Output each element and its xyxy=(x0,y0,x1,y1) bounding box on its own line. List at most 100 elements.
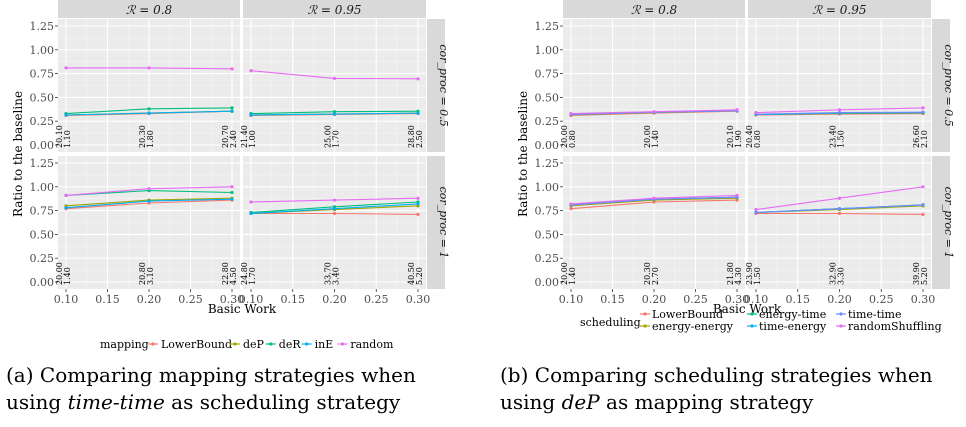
x-tick-label: 0.25 xyxy=(683,293,708,306)
y-tick-label: 1.25 xyxy=(535,157,560,170)
caption-b: (b) Comparing scheduling strategies when… xyxy=(500,363,933,414)
row-strip xyxy=(427,19,445,152)
point-annotation: 3.30 xyxy=(837,267,846,285)
data-point-time-time xyxy=(754,210,758,215)
legend-label: deR xyxy=(279,338,302,351)
legend-label: energy-energy xyxy=(652,320,734,333)
col-strip xyxy=(563,0,745,18)
x-tick-label: 0.15 xyxy=(281,293,306,306)
point-annotation: 1.50 xyxy=(837,130,846,148)
col-strip xyxy=(748,0,931,18)
y-tick-label: 0.75 xyxy=(30,68,55,81)
y-tick-label: 0.00 xyxy=(535,139,560,152)
point-annotation: 1.80 xyxy=(146,130,155,148)
y-tick-label: 0.25 xyxy=(30,115,55,128)
x-tick-label: 0.10 xyxy=(239,293,264,306)
data-point-randomShuffling xyxy=(921,106,925,110)
x-tick-label: 0.10 xyxy=(54,293,79,306)
x-tick-label: 0.25 xyxy=(364,293,389,306)
row-strip-label: cor_proc = 1 xyxy=(437,187,450,259)
legend-title: scheduling xyxy=(580,316,641,329)
x-tick-label: 0.25 xyxy=(178,293,203,306)
data-point-randomShuffling xyxy=(735,108,739,112)
data-point-time-time xyxy=(837,111,842,115)
data-point-inE xyxy=(230,109,234,113)
point-annotation: 5.20 xyxy=(920,267,929,285)
point-annotation: 23.40 xyxy=(829,125,838,148)
point-annotation: 2.10 xyxy=(920,130,929,148)
point-annotation: 33.70 xyxy=(324,262,333,285)
legend-key-point xyxy=(233,342,237,346)
y-tick-label: 1.00 xyxy=(30,181,55,194)
y-axis-title: Ratio to the baseline xyxy=(11,91,25,217)
row-strip xyxy=(932,156,950,289)
data-point-inE xyxy=(249,211,253,216)
data-point-inE xyxy=(249,113,253,117)
data-point-randomShuffling xyxy=(652,196,656,200)
point-annotation: 20.10 xyxy=(55,125,64,148)
chart-b: ℛ = 0.8 ℛ = 0.95 cor_proc = 0.5 cor_proc = … xyxy=(516,0,955,333)
x-tick-label: 0.20 xyxy=(827,293,852,306)
legend-label: inE xyxy=(315,338,334,351)
legend-label: energy-time xyxy=(759,308,826,321)
y-tick-label: 1.25 xyxy=(535,20,560,33)
point-annotation: 21.40 xyxy=(240,125,249,148)
point-annotation: 0.80 xyxy=(568,130,577,148)
point-annotation: 1.70 xyxy=(248,267,257,285)
data-point-time-time xyxy=(921,203,925,207)
data-point-random xyxy=(64,66,68,70)
legend-label: LowerBound xyxy=(161,338,232,351)
y-tick-label: 0.50 xyxy=(535,91,560,104)
x-tick-label: 0.15 xyxy=(786,293,811,306)
legend-label: LowerBound xyxy=(652,308,723,321)
point-annotation: 20.70 xyxy=(221,125,230,148)
point-annotation: 4.30 xyxy=(734,267,743,285)
data-point-random xyxy=(230,185,234,189)
legend-title: mapping xyxy=(100,338,149,351)
x-axis-title: Basic Work xyxy=(713,302,782,316)
data-point-randomShuffling xyxy=(754,208,758,212)
data-point-deR xyxy=(230,106,234,110)
legend-label: time-time xyxy=(848,308,901,321)
point-annotation: 20.00 xyxy=(560,262,569,285)
data-point-randomShuffling xyxy=(921,185,925,189)
panel-1-1: 24.80 1.70 33.70 3.40 40.50 5.20 xyxy=(240,196,424,285)
data-point-LowerBound xyxy=(921,212,925,217)
legend-key-point xyxy=(643,324,647,328)
data-point-random xyxy=(416,196,420,200)
legend-key-point xyxy=(839,312,843,316)
data-point-randomShuffling xyxy=(754,111,758,115)
panel-0-1: 20.00 1.40 20.30 2.70 21.80 4.30 xyxy=(560,193,743,285)
point-annotation: 26.60 xyxy=(912,125,921,148)
point-annotation: 28.80 xyxy=(407,125,416,148)
data-point-inE xyxy=(416,202,420,206)
y-tick-label: 1.00 xyxy=(30,44,55,57)
panel-0-0: 20.00 0.80 20.00 1.40 20.10 1.90 xyxy=(560,108,743,148)
point-annotation: 2.50 xyxy=(415,130,424,148)
point-annotation: 1.50 xyxy=(753,267,762,285)
data-point-randomShuffling xyxy=(569,202,573,206)
chart-a: ℛ = 0.8 ℛ = 0.95 cor_proc = 0.5 cor_proc = … xyxy=(11,0,450,351)
data-point-inE xyxy=(416,111,420,115)
data-point-random xyxy=(147,187,151,191)
point-annotation: 3.40 xyxy=(332,267,341,285)
legend-key-point xyxy=(839,324,843,328)
x-tick-label: 0.30 xyxy=(220,293,245,306)
legend-key-point xyxy=(151,342,155,346)
point-annotation: 1.40 xyxy=(568,267,577,285)
panel-0-1: 20.00 1.40 20.80 3.10 22.80 4.50 xyxy=(55,185,238,285)
point-annotation: 20.30 xyxy=(138,125,147,148)
data-point-inE xyxy=(147,199,151,203)
point-annotation: 40.50 xyxy=(407,262,416,285)
point-annotation: 20.00 xyxy=(55,262,64,285)
y-tick-label: 0.00 xyxy=(535,276,560,289)
data-point-LowerBound xyxy=(332,211,337,216)
y-tick-label: 0.25 xyxy=(535,252,560,265)
y-tick-label: 0.00 xyxy=(30,276,55,289)
point-annotation: 2.70 xyxy=(651,267,660,285)
point-annotation: 20.00 xyxy=(643,125,652,148)
y-tick-label: 0.50 xyxy=(535,228,560,241)
point-annotation: 39.90 xyxy=(912,262,921,285)
